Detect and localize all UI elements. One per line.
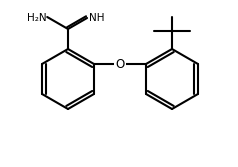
Text: O: O [115, 57, 125, 70]
Text: H₂N: H₂N [27, 13, 47, 23]
Text: NH: NH [89, 13, 104, 23]
